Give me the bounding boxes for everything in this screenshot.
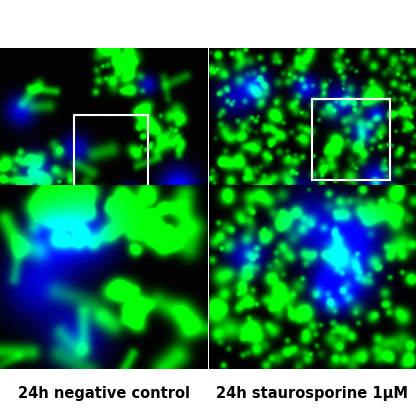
Text: 24h negative control: 24h negative control [18, 387, 190, 402]
Bar [74, 115, 148, 188]
Text: 24h staurosporine 1μM: 24h staurosporine 1μM [216, 387, 408, 402]
Bar [312, 99, 390, 180]
